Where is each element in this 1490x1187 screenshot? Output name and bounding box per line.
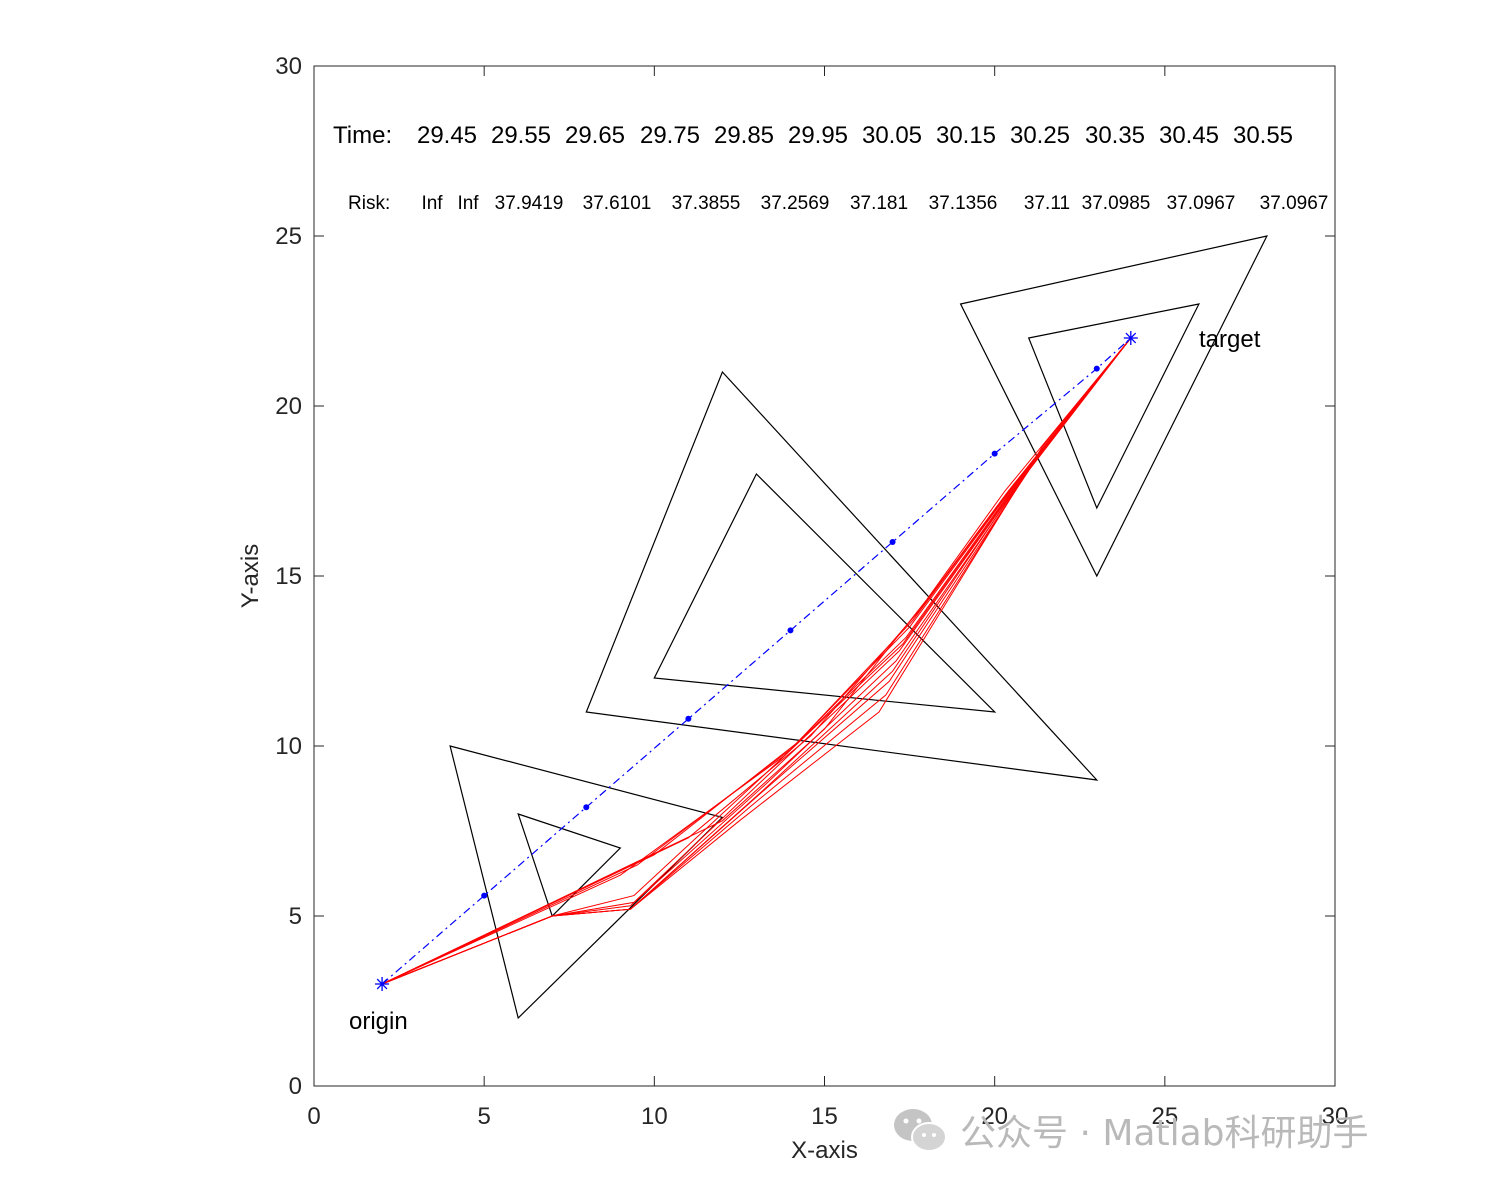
obstacle-2-inner (653, 472, 997, 713)
endpoint-markers (375, 331, 1138, 991)
risk-value-8: 37.1356 (929, 193, 998, 214)
straight-path-point-2 (583, 804, 590, 811)
straight-path (381, 337, 1132, 985)
x-tick-label-15: 15 (811, 1103, 838, 1130)
time-annotation-values: 29.45 29.55 29.65 29.75 29.85 29.95 30.05 30.15… (417, 122, 1293, 149)
origin-label: origin (349, 1008, 408, 1035)
time-value-1: 29.45 (417, 122, 477, 149)
target-marker (1123, 331, 1138, 345)
x-tick-label-30: 30 (1322, 1103, 1349, 1130)
y-axis-label: Y-axis (237, 544, 264, 608)
time-value-8: 30.15 (936, 122, 996, 149)
axis-ticks: 0 5 10 15 20 25 30 0 5 10 15 20 25 30 (275, 53, 1348, 1130)
x-tick-label-25: 25 (1151, 1103, 1178, 1130)
time-value-11: 30.45 (1159, 122, 1219, 149)
straight-path-point-6 (991, 450, 998, 457)
obstacles (449, 235, 1269, 1020)
time-value-7: 30.05 (862, 122, 922, 149)
risk-value-5: 37.3855 (672, 193, 741, 214)
x-axis-label: X-axis (791, 1137, 858, 1164)
wechat-icon (894, 1109, 947, 1152)
risk-value-10: 37.0985 (1082, 193, 1151, 214)
watermark: 公众号 · Matlab科研助手 (892, 1100, 1368, 1160)
risk-annotation-values: Inf Inf 37.9419 37.6101 37.3855 37.2569 37.181… (421, 193, 1328, 214)
time-value-10: 30.35 (1085, 122, 1145, 149)
straight-path-point-3 (685, 715, 692, 722)
time-value-4: 29.75 (640, 122, 700, 149)
y-tick-label-0: 0 (289, 1073, 302, 1100)
x-tick-label-0: 0 (307, 1103, 320, 1130)
obstacle-2-outer (585, 370, 1099, 781)
risk-value-3: 37.9419 (495, 193, 564, 214)
time-value-3: 29.65 (565, 122, 625, 149)
risk-value-12: 37.0967 (1260, 193, 1329, 214)
x-tick-label-10: 10 (641, 1103, 668, 1130)
origin-marker (375, 977, 390, 991)
obstacle-1-outer (449, 745, 724, 1020)
time-value-2: 29.55 (491, 122, 551, 149)
obstacle-1-inner (517, 813, 622, 918)
time-value-12: 30.55 (1233, 122, 1293, 149)
risk-annotation-label: Risk: (348, 193, 390, 214)
y-tick-label-5: 5 (289, 903, 302, 930)
risk-value-4: 37.6101 (583, 193, 652, 214)
time-value-9: 30.25 (1010, 122, 1070, 149)
risk-value-2: Inf (457, 193, 479, 214)
risk-value-6: 37.2569 (761, 193, 830, 214)
optimized-path-1 (381, 337, 1132, 985)
x-tick-label-20: 20 (981, 1103, 1008, 1130)
obstacle-3-outer (959, 235, 1269, 578)
optimized-paths (381, 337, 1132, 985)
optimized-path-12 (381, 337, 1132, 985)
time-value-6: 29.95 (788, 122, 848, 149)
target-label: target (1199, 326, 1261, 353)
risk-value-1: Inf (421, 193, 443, 214)
y-tick-label-30: 30 (275, 53, 302, 80)
watermark-text: 公众号 · Matlab科研助手 (960, 1113, 1369, 1154)
risk-value-11: 37.0967 (1167, 193, 1236, 214)
straight-path-point-7 (1093, 365, 1100, 372)
y-tick-label-20: 20 (275, 393, 302, 420)
y-tick-label-15: 15 (275, 563, 302, 590)
straight-path-point-4 (787, 627, 794, 634)
plot-background (314, 66, 1335, 1086)
straight-path-point-1 (481, 892, 488, 899)
time-value-5: 29.85 (714, 122, 774, 149)
y-tick-label-25: 25 (275, 223, 302, 250)
x-tick-label-5: 5 (477, 1103, 490, 1130)
risk-value-9: 37.11 (1024, 193, 1070, 214)
risk-value-7: 37.181 (850, 193, 908, 214)
straight-path-point-5 (889, 539, 896, 545)
y-tick-label-10: 10 (275, 733, 302, 760)
time-annotation-label: Time: (333, 122, 392, 149)
